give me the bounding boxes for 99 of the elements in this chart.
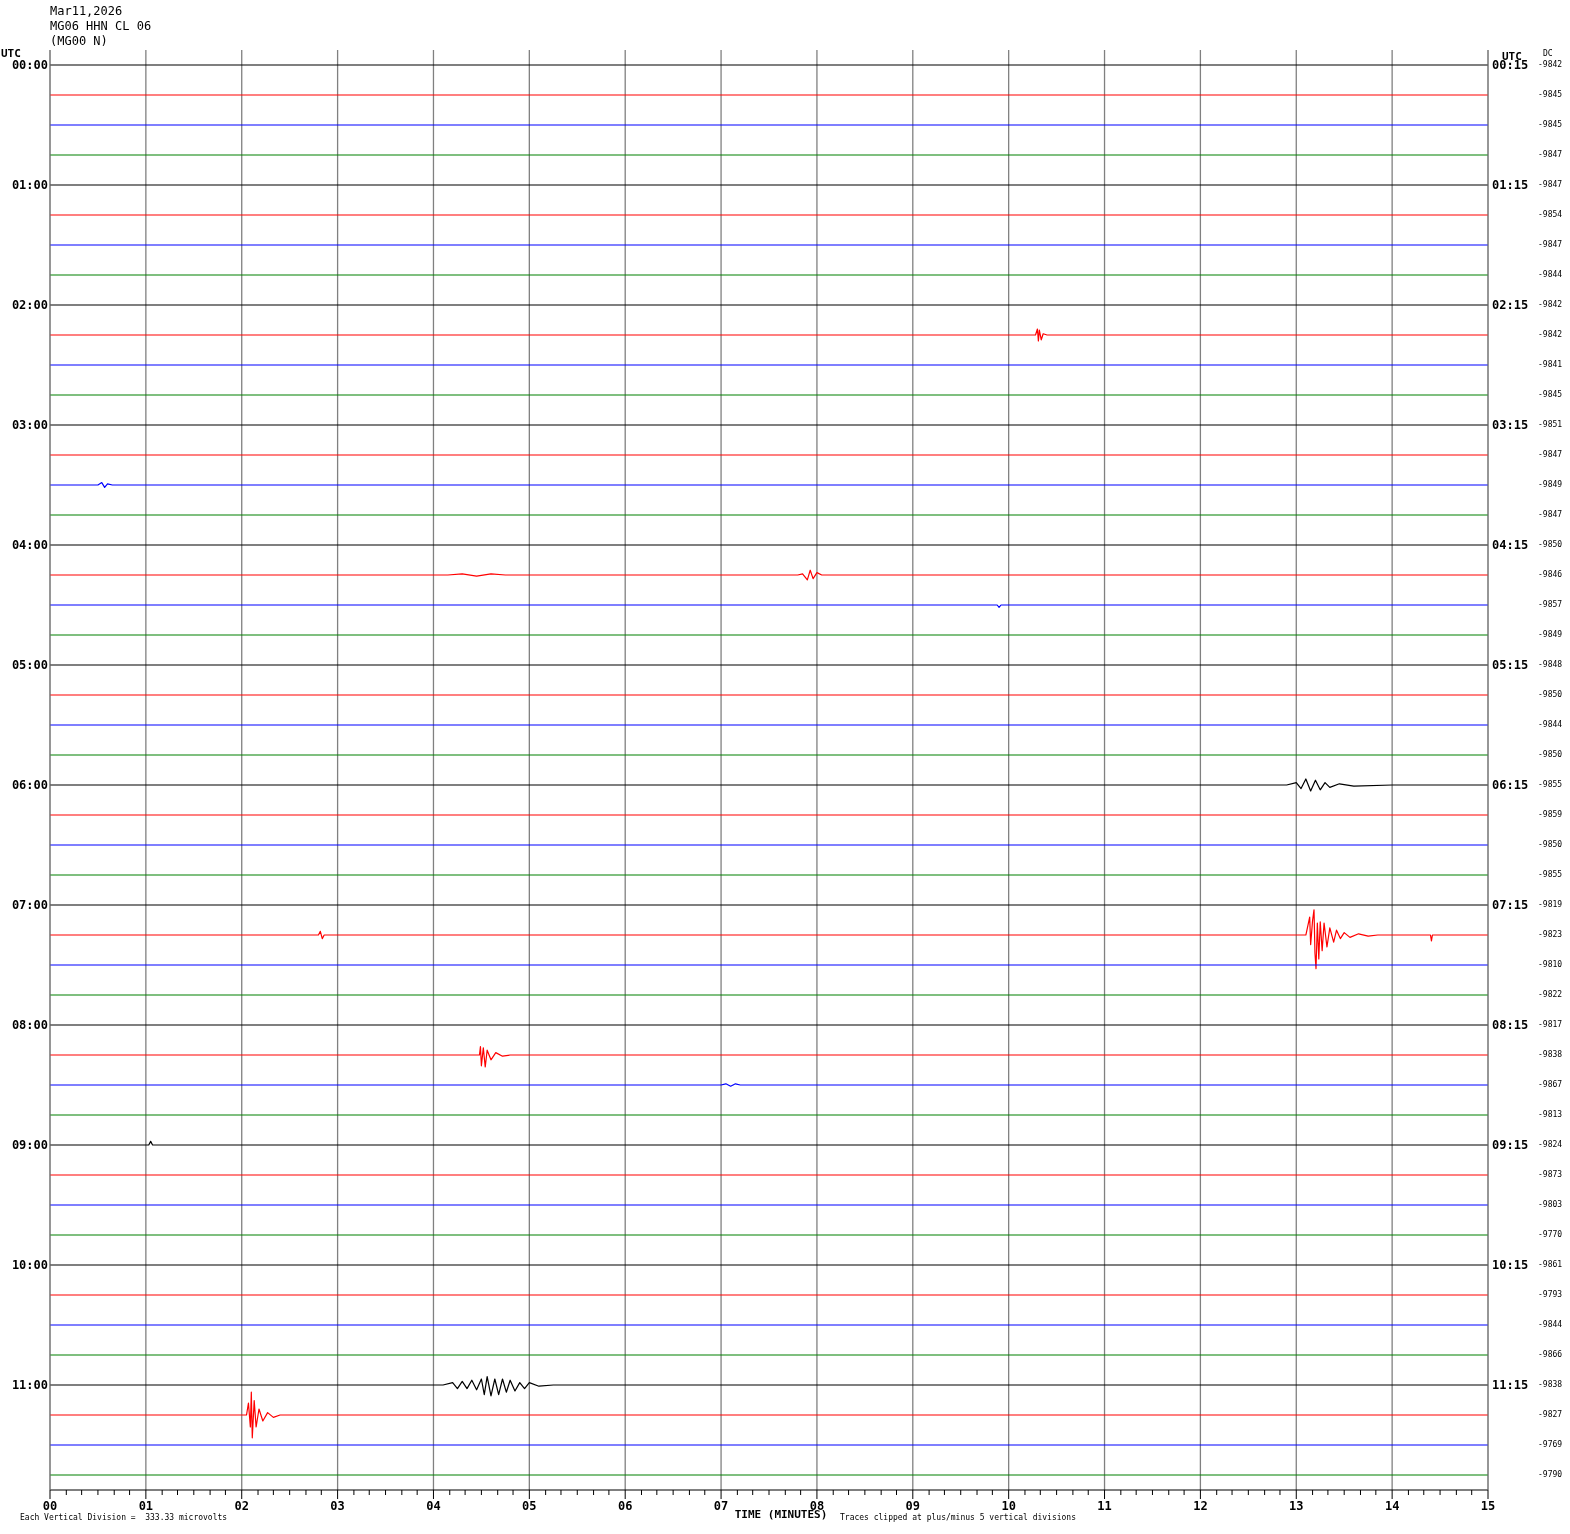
line-series <box>50 569 1488 581</box>
y-tick-label: 02:00 <box>11 298 48 312</box>
text: DC <box>1543 49 1553 59</box>
x-tick-label: 14 <box>1384 1498 1400 1513</box>
text: -9842 <box>1538 300 1563 310</box>
text: -9848 <box>1538 660 1563 670</box>
line-series <box>50 1391 1488 1439</box>
y-tick-label: 10:00 <box>11 1258 48 1272</box>
x-tick-label: 03 <box>330 1498 345 1513</box>
x-tick-label: 00 <box>42 1498 58 1513</box>
text: -9849 <box>1538 630 1563 640</box>
text: -9850 <box>1538 750 1563 760</box>
text: -9803 <box>1538 1200 1563 1210</box>
y-tick-label: 04:00 <box>11 538 48 552</box>
chart-title: Mar11,2026 <box>50 4 124 19</box>
text: -9855 <box>1538 780 1563 790</box>
text: -9838 <box>1538 1380 1563 1390</box>
text: -9847 <box>1538 450 1563 460</box>
y-tick-label: 06:00 <box>11 778 48 792</box>
text: -9842 <box>1538 60 1563 70</box>
text: -9861 <box>1538 1260 1563 1270</box>
y2-tick-label: 06:15 <box>1492 778 1529 792</box>
x-tick-label: 02 <box>234 1498 249 1513</box>
x-tick-label: 13 <box>1289 1498 1304 1513</box>
text: -9770 <box>1538 1230 1563 1240</box>
y-tick-label: 08:00 <box>11 1018 48 1032</box>
x-tick-label: 15 <box>1480 1498 1496 1513</box>
x-tick-label: 11 <box>1097 1498 1112 1513</box>
text: -9867 <box>1538 1080 1563 1090</box>
x-tick-label: 04 <box>426 1498 441 1513</box>
text: -9819 <box>1538 900 1563 910</box>
text: -9817 <box>1538 1020 1563 1030</box>
y-tick-label: 03:00 <box>11 418 48 432</box>
text: -9850 <box>1538 690 1563 700</box>
x-tick-label: 05 <box>522 1498 537 1513</box>
text: -9845 <box>1538 390 1563 400</box>
y2-tick-label: 01:15 <box>1492 178 1529 192</box>
text: -9841 <box>1538 360 1563 370</box>
text: -9822 <box>1538 990 1563 1000</box>
y-tick-label: 11:00 <box>11 1378 48 1392</box>
y2-tick-label: 02:15 <box>1492 298 1529 312</box>
text: -9813 <box>1538 1110 1563 1120</box>
y2-tick-label: 09:15 <box>1492 1138 1529 1152</box>
text: -9823 <box>1538 930 1563 940</box>
text: -9827 <box>1538 1410 1563 1420</box>
text: -9838 <box>1538 1050 1563 1060</box>
y2-tick-label: 05:15 <box>1492 658 1529 672</box>
text: -9847 <box>1538 150 1563 160</box>
text: -9850 <box>1538 540 1563 550</box>
text: -9850 <box>1538 840 1563 850</box>
text: Each Vertical Division = 333.33 microvolts <box>20 1513 228 1523</box>
text: -9790 <box>1538 1470 1563 1480</box>
text: -9844 <box>1538 270 1563 280</box>
x-tick-label: 10 <box>1001 1498 1016 1513</box>
text: -9847 <box>1538 510 1563 520</box>
text: Traces clipped at plus/minus 5 vertical divisions <box>840 1513 1077 1523</box>
line-series <box>50 1376 1488 1397</box>
text: -9854 <box>1538 210 1563 220</box>
x-tick-label: 01 <box>138 1498 154 1513</box>
line-series <box>50 778 1488 792</box>
y-axis-title: UTC <box>1 47 21 60</box>
text: -9873 <box>1538 1170 1563 1180</box>
y2-tick-label: 03:15 <box>1492 418 1529 432</box>
text: -9845 <box>1538 120 1563 130</box>
text: -9844 <box>1538 720 1563 730</box>
y2-tick-label: 07:15 <box>1492 898 1529 912</box>
text: -9847 <box>1538 180 1563 190</box>
line-series <box>50 1046 1488 1068</box>
x-tick-label: 06 <box>617 1498 633 1513</box>
y2-tick-label: 08:15 <box>1492 1018 1529 1032</box>
text: -9810 <box>1538 960 1563 970</box>
x-tick-label: 09 <box>905 1498 921 1513</box>
x-tick-label: 07 <box>713 1498 729 1513</box>
x-tick-label: 12 <box>1193 1498 1208 1513</box>
y2-tick-label: 11:15 <box>1492 1378 1529 1392</box>
y-tick-label: 01:00 <box>11 178 48 192</box>
text: -9793 <box>1538 1290 1563 1300</box>
text: -9844 <box>1538 1320 1563 1330</box>
text: -9845 <box>1538 90 1563 100</box>
text: -9849 <box>1538 480 1563 490</box>
line-series <box>50 328 1488 342</box>
text: -9857 <box>1538 600 1563 610</box>
text: -9847 <box>1538 240 1563 250</box>
y-tick-label: 09:00 <box>11 1138 48 1152</box>
text: -9855 <box>1538 870 1563 880</box>
y2-tick-label: 04:15 <box>1492 538 1529 552</box>
text: -9824 <box>1538 1140 1563 1150</box>
text: -9846 <box>1538 570 1563 580</box>
text: -9769 <box>1538 1440 1563 1450</box>
text: -9851 <box>1538 420 1563 430</box>
y2-tick-label: 10:15 <box>1492 1258 1529 1272</box>
text: -9866 <box>1538 1350 1563 1360</box>
y-tick-label: 00:00 <box>11 58 48 72</box>
chart-subtitle: MG06 HHN CL 06 (MG00 N) <box>50 19 152 49</box>
text: -9859 <box>1538 810 1563 820</box>
text: -9842 <box>1538 330 1563 340</box>
line-series <box>50 909 1488 970</box>
y-tick-label: 05:00 <box>11 658 48 672</box>
y-tick-label: 07:00 <box>11 898 48 912</box>
